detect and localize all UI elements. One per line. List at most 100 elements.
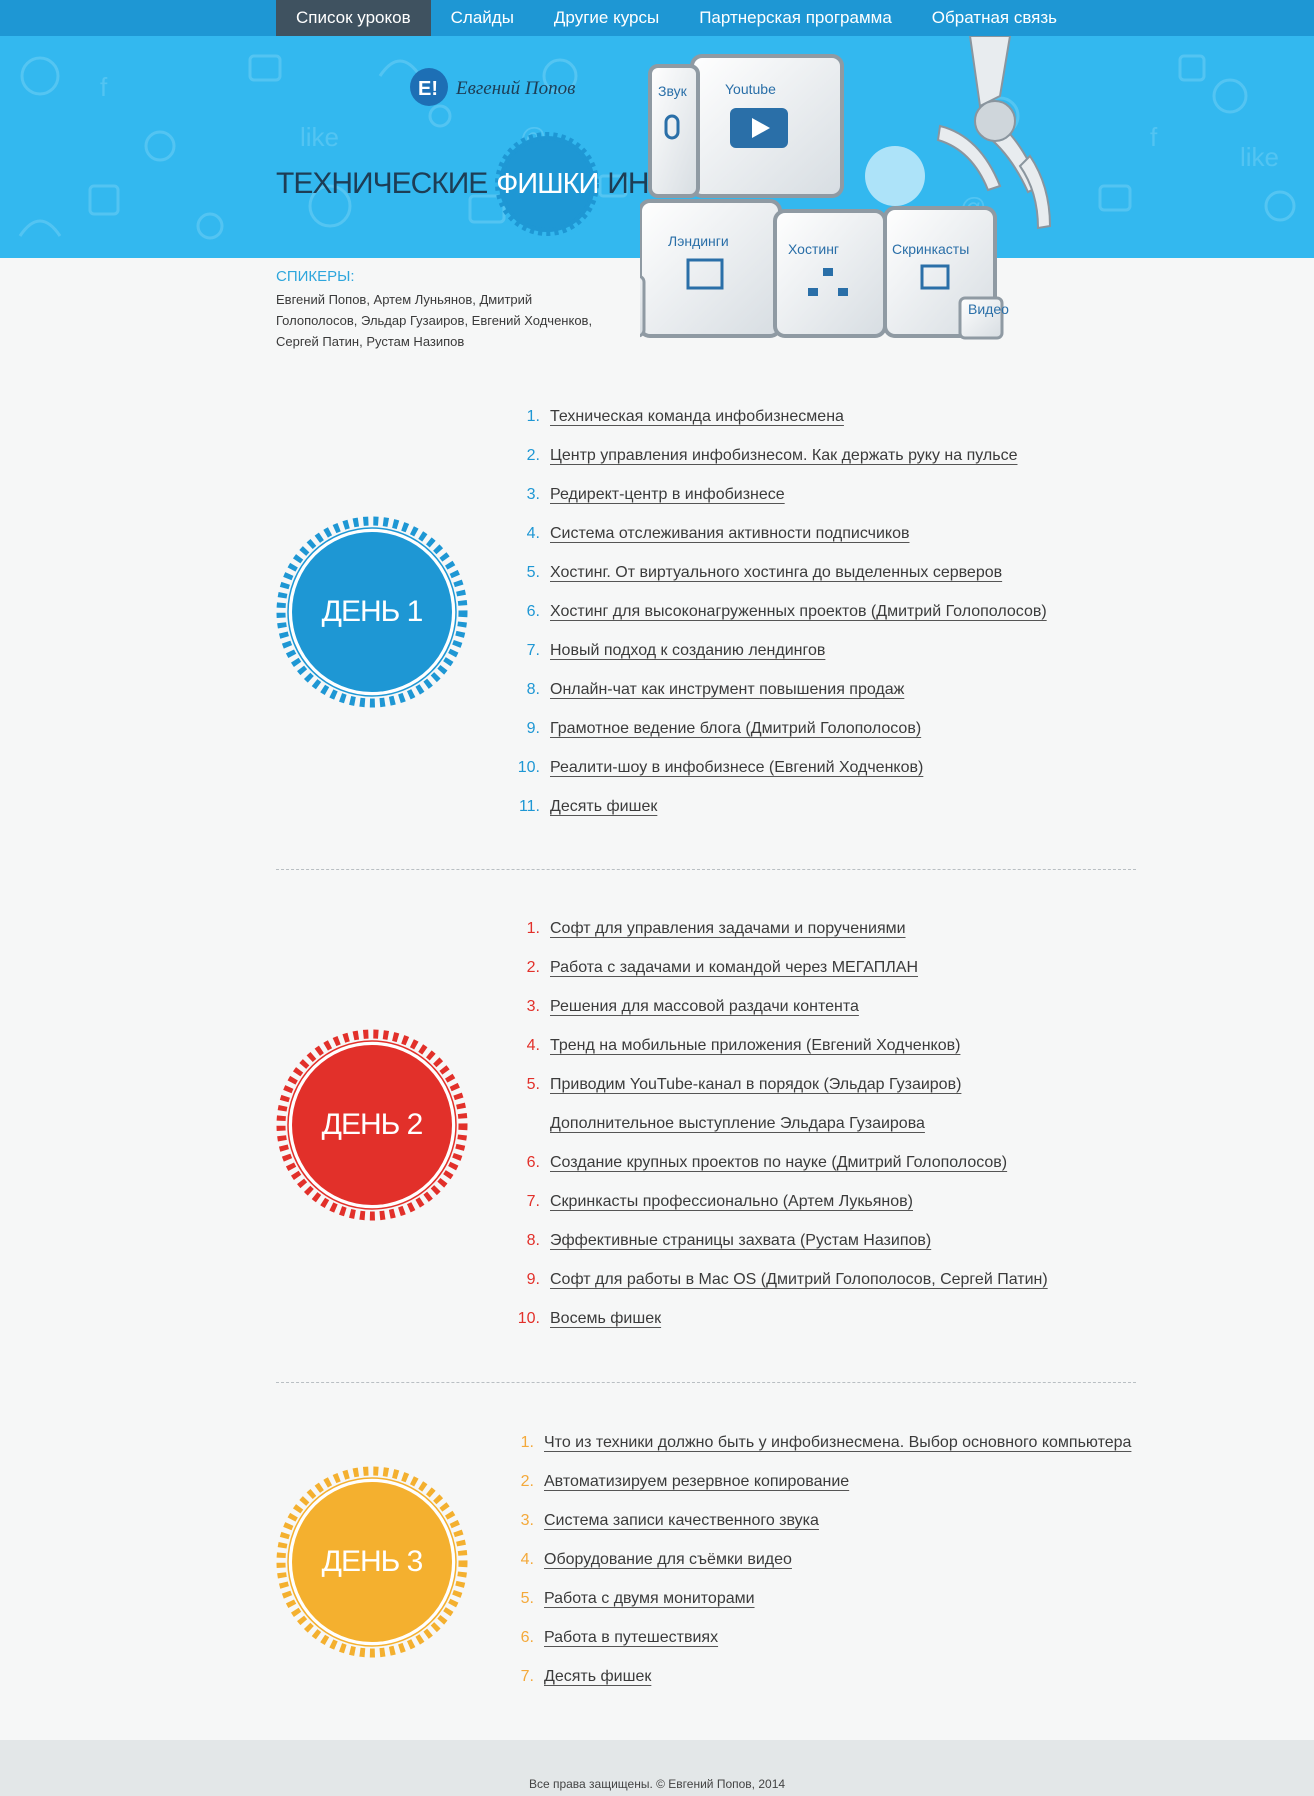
list-item: 5. Работа с двумя мониторами [510, 1579, 1131, 1618]
lesson-link[interactable]: Скринкасты профессионально (Артем Лукьян… [550, 1193, 913, 1210]
lesson-link[interactable]: Оборудование для съёмки видео [544, 1551, 792, 1568]
list-item: 5. Приводим YouTube-канал в порядок (Эльд… [516, 1065, 1048, 1104]
speakers-heading: СПИКЕРЫ: [276, 268, 355, 285]
lesson-link[interactable]: Дополнительное выступление Эльдара Гузаи… [550, 1115, 925, 1132]
lesson-link[interactable]: Техническая команда инфобизнесмена [550, 408, 844, 425]
day-1-gear-icon [276, 516, 468, 708]
lesson-link[interactable]: Восемь фишек [550, 1310, 662, 1327]
lesson-number: 1. [526, 408, 540, 425]
gear-icon [495, 132, 600, 236]
list-item: 4. Тренд на мобильные приложения (Евгений… [516, 1026, 1048, 1065]
day-3-label: ДЕНЬ 3 [321, 1545, 424, 1578]
lesson-link[interactable]: Десять фишек [550, 798, 658, 815]
lesson-number: 10. [517, 759, 540, 776]
cube-label-youtube: Youtube [725, 81, 776, 97]
lesson-link[interactable]: Тренд на мобильные приложения (Евгений Х… [550, 1037, 961, 1054]
lesson-number: 4. [520, 1551, 534, 1568]
day-3-badge: ДЕНЬ 3 [272, 1462, 472, 1662]
day-2-lesson-list: 1. Софт для управления задачами и поручен… [516, 909, 1048, 1338]
feature-cubes-illustration: Youtube Звук Лэндинги Хостинг Скринкасты… [640, 36, 1052, 340]
lesson-link[interactable]: Центр управления инфобизнесом. Как держа… [550, 447, 1018, 464]
list-item: 10. Реалити-шоу в инфобизнесе (Евгений Хо… [516, 748, 1047, 787]
lesson-link[interactable]: Эффективные страницы захвата (Рустам Наз… [550, 1232, 932, 1249]
list-item: 3. Редирект-центр в инфобизнесе [516, 475, 1047, 514]
list-item: 8. Эффективные страницы захвата (Рустам Н… [516, 1221, 1048, 1260]
lesson-link[interactable]: Решения для массовой раздачи контента [550, 998, 859, 1015]
lesson-number: 3. [526, 998, 540, 1015]
lesson-link[interactable]: Работа в путешествиях [544, 1629, 719, 1646]
list-item: 3. Решения для массовой раздачи контента [516, 987, 1048, 1026]
lesson-link[interactable]: Новый подход к созданию лендингов [550, 642, 826, 659]
nav-item-slides[interactable]: Слайды [450, 8, 514, 27]
lesson-link[interactable]: Система отслеживания активности подписчи… [550, 525, 910, 542]
cube-label-hosting: Хостинг [788, 241, 839, 257]
robot-hand-icon [936, 36, 1052, 230]
lesson-link[interactable]: Приводим YouTube-канал в порядок (Эльдар… [550, 1076, 962, 1093]
lesson-link[interactable]: Работа с задачами и командой через МЕГАП… [550, 959, 919, 976]
lesson-number: 5. [526, 1076, 540, 1093]
list-item: 8. Онлайн-чат как инструмент повышения пр… [516, 670, 1047, 709]
lesson-number: 8. [526, 1232, 540, 1249]
lesson-link[interactable]: Десять фишек [544, 1668, 652, 1685]
lesson-link[interactable]: Софт для управления задачами и поручения… [550, 920, 906, 937]
list-item: 7. Новый подход к созданию лендингов [516, 631, 1047, 670]
list-item: 5. Хостинг. От виртуального хостинга до в… [516, 553, 1047, 592]
page-footer: Все права защищены. © Евгений Попов, 201… [0, 1740, 1314, 1796]
lesson-link[interactable]: Редирект-центр в инфобизнесе [550, 486, 785, 503]
svg-text:f: f [100, 72, 108, 102]
nav-item-lessons[interactable]: Список уроков [276, 0, 431, 36]
video-cube: Видео [958, 296, 1009, 340]
svg-text:f: f [1150, 122, 1158, 152]
lesson-link[interactable]: Грамотное ведение блога (Дмитрий Голопол… [550, 720, 922, 737]
lesson-number: 8. [526, 681, 540, 698]
lesson-link[interactable]: Онлайн-чат как инструмент повышения прод… [550, 681, 905, 698]
lesson-link[interactable]: Работа с двумя мониторами [544, 1590, 755, 1607]
lesson-number: 2. [526, 447, 540, 464]
hosting-cube: Хостинг [773, 209, 887, 338]
day-1-lesson-list: 1. Техническая команда инфобизнесмена 2. Ц… [516, 397, 1047, 826]
landings-cube: Лэндинги [640, 199, 782, 338]
lesson-link[interactable]: Автоматизируем резервное копирование [544, 1473, 850, 1490]
lesson-link[interactable]: Хостинг. От виртуального хостинга до выд… [550, 564, 1003, 581]
lesson-number: 5. [520, 1590, 534, 1607]
list-item: 4. Оборудование для съёмки видео [510, 1540, 1131, 1579]
lesson-link[interactable]: Хостинг для высоконагруженных проектов (… [550, 603, 1047, 620]
lesson-number: 5. [526, 564, 540, 581]
lesson-link[interactable]: Что из техники должно быть у инфобизнесм… [544, 1434, 1132, 1451]
lesson-number: 10. [517, 1310, 540, 1327]
day-1-badge: ДЕНЬ 1 [272, 512, 472, 712]
section-divider [276, 869, 1136, 870]
title-left: ТЕХНИЧЕСКИЕ [276, 167, 488, 200]
lesson-link[interactable]: Система записи качественного звука [544, 1512, 819, 1529]
logo-mark: Е! [418, 78, 438, 100]
nav-item-feedback[interactable]: Обратная связь [931, 8, 1058, 27]
day-3-lesson-list: 1. Что из техники должно быть у инфобизне… [510, 1423, 1132, 1696]
backup-cube [640, 274, 646, 338]
lesson-link[interactable]: Создание крупных проектов по науке (Дмит… [550, 1154, 1008, 1171]
list-item: 7. Скринкасты профессионально (Артем Лукь… [516, 1182, 1048, 1221]
lesson-number: 9. [526, 1271, 540, 1288]
list-item: 6. Хостинг для высоконагруженных проектов… [516, 592, 1047, 631]
lesson-number [516, 1104, 550, 1143]
list-item: 6. Работа в путешествиях [510, 1618, 1131, 1657]
section-divider [276, 1382, 1136, 1383]
brand-logo[interactable]: Е! Евгений Попов [408, 66, 588, 108]
microphone-icon [664, 114, 680, 140]
cube-label-sound: Звук [658, 83, 688, 99]
list-item: 1. Техническая команда инфобизнесмена [516, 397, 1047, 436]
cube-label-video: Видео [968, 301, 1009, 317]
svg-text:like: like [1240, 142, 1279, 172]
lesson-number: 4. [526, 525, 540, 542]
lesson-number: 3. [520, 1512, 534, 1529]
cube-label-screencasts: Скринкасты [892, 241, 969, 257]
svg-text:like: like [300, 122, 339, 152]
list-item: 9. Грамотное ведение блога (Дмитрий Голоп… [516, 709, 1047, 748]
day-1-label: ДЕНЬ 1 [321, 595, 424, 628]
nav-item-partner-program[interactable]: Партнерская программа [699, 8, 892, 27]
lesson-link[interactable]: Софт для работы в Mac OS (Дмитрий Голопо… [550, 1271, 1048, 1288]
lesson-number: 6. [520, 1629, 534, 1646]
lesson-link[interactable]: Реалити-шоу в инфобизнесе (Евгений Ходче… [550, 759, 924, 776]
nav-item-other-courses[interactable]: Другие курсы [553, 8, 660, 27]
logo-text: Евгений Попов [455, 78, 575, 99]
day-2-gear-icon [276, 1029, 468, 1221]
